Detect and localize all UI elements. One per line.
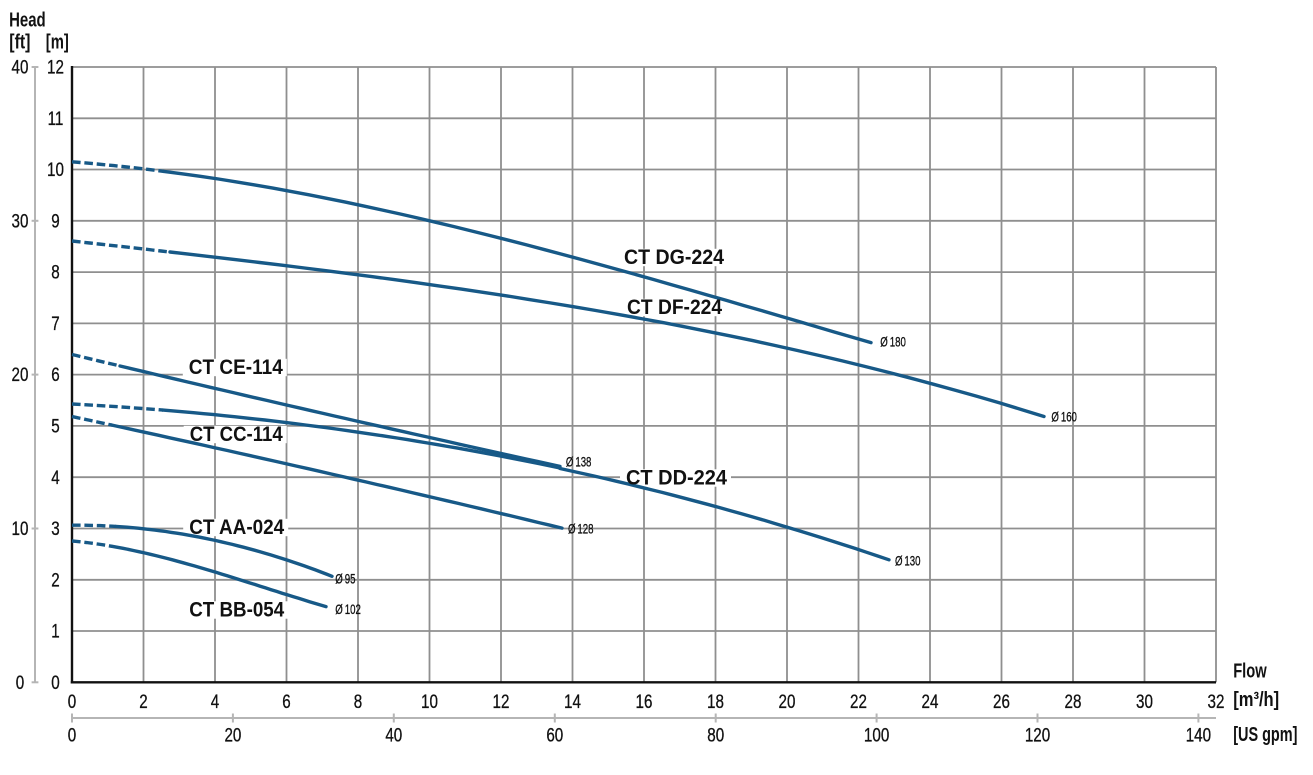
svg-text:40: 40: [385, 724, 402, 746]
svg-text:[US gpm]: [US gpm]: [1233, 724, 1297, 746]
svg-text:CT DF-224: CT DF-224: [627, 295, 722, 319]
svg-text:4: 4: [51, 466, 60, 488]
svg-text:20: 20: [779, 690, 796, 712]
svg-text:3: 3: [51, 517, 59, 539]
svg-text:12: 12: [493, 690, 510, 712]
svg-text:140: 140: [1186, 724, 1211, 746]
svg-text:CT AA-024: CT AA-024: [189, 515, 284, 539]
svg-text:100: 100: [864, 724, 889, 746]
svg-text:Ø 95: Ø 95: [335, 572, 356, 587]
svg-text:Ø 128: Ø 128: [568, 522, 594, 537]
svg-text:CT CC-114: CT CC-114: [190, 422, 283, 446]
svg-text:20: 20: [224, 724, 241, 746]
svg-text:2: 2: [51, 569, 59, 591]
svg-text:10: 10: [47, 158, 64, 180]
svg-text:2: 2: [139, 690, 147, 712]
svg-text:4: 4: [211, 690, 220, 712]
svg-text:CT CE-114: CT CE-114: [189, 355, 283, 379]
svg-text:10: 10: [421, 690, 438, 712]
svg-text:24: 24: [922, 690, 939, 712]
svg-text:16: 16: [636, 690, 653, 712]
svg-text:Ø 180: Ø 180: [880, 335, 906, 350]
svg-text:8: 8: [51, 261, 59, 283]
svg-text:40: 40: [12, 56, 29, 78]
svg-text:[m³/h]: [m³/h]: [1233, 689, 1279, 711]
svg-text:12: 12: [47, 56, 64, 78]
svg-text:6: 6: [282, 690, 290, 712]
svg-text:CT DD-224: CT DD-224: [626, 466, 727, 490]
svg-text:11: 11: [48, 107, 64, 129]
svg-text:0: 0: [16, 671, 24, 693]
svg-text:30: 30: [1136, 690, 1153, 712]
svg-text:CT BB-054: CT BB-054: [189, 598, 284, 622]
svg-text:Ø 102: Ø 102: [335, 602, 361, 617]
svg-text:14: 14: [564, 690, 581, 712]
svg-text:0: 0: [51, 671, 59, 693]
svg-text:80: 80: [707, 724, 724, 746]
svg-text:Ø 160: Ø 160: [1051, 410, 1077, 425]
svg-text:[ft]: [ft]: [9, 32, 30, 54]
svg-text:0: 0: [68, 724, 76, 746]
svg-text:1: 1: [51, 620, 59, 642]
svg-text:5: 5: [51, 415, 59, 437]
svg-text:7: 7: [51, 312, 59, 334]
svg-text:10: 10: [12, 517, 29, 539]
svg-text:32: 32: [1208, 690, 1225, 712]
svg-text:60: 60: [546, 724, 563, 746]
svg-text:[m]: [m]: [46, 32, 69, 54]
svg-text:20: 20: [12, 364, 29, 386]
svg-text:120: 120: [1025, 724, 1050, 746]
svg-text:6: 6: [51, 364, 59, 386]
svg-text:Ø 138: Ø 138: [566, 455, 592, 470]
svg-text:9: 9: [51, 210, 59, 232]
svg-text:0: 0: [68, 690, 76, 712]
svg-text:30: 30: [12, 210, 29, 232]
svg-text:18: 18: [707, 690, 724, 712]
svg-text:Ø 130: Ø 130: [895, 554, 921, 569]
svg-text:28: 28: [1065, 690, 1082, 712]
svg-text:8: 8: [354, 690, 362, 712]
svg-text:26: 26: [993, 690, 1010, 712]
svg-text:CT DG-224: CT DG-224: [624, 245, 724, 269]
svg-text:Flow: Flow: [1233, 661, 1267, 683]
svg-text:22: 22: [850, 690, 867, 712]
svg-text:Head: Head: [9, 10, 46, 32]
